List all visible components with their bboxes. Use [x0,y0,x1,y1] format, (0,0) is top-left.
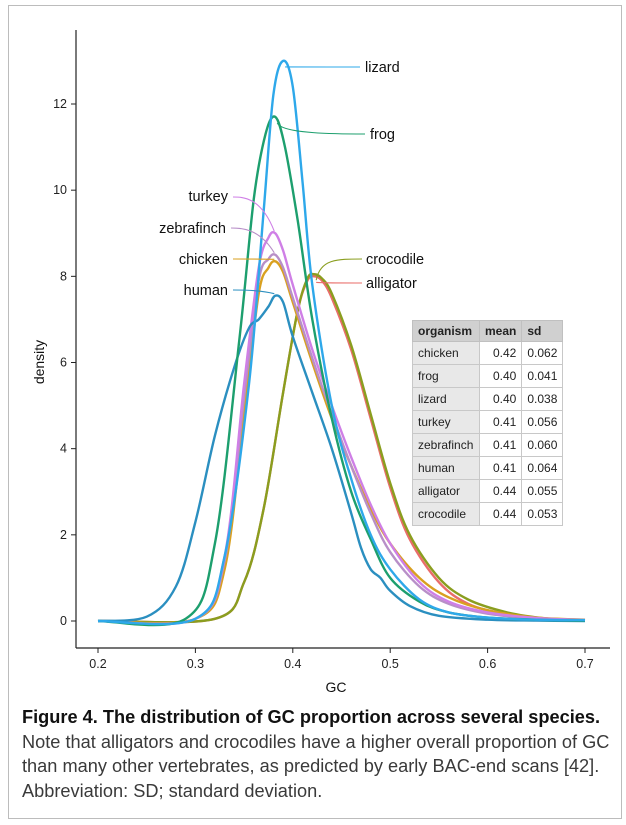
x-tick-label: 0.6 [479,657,496,671]
label-alligator: alligator [366,276,417,292]
mean-cell: 0.40 [478,387,523,411]
table-row: human 0.41 0.064 [412,456,564,480]
sd-cell: 0.056 [521,410,564,434]
x-tick-label: 0.2 [89,657,106,671]
organism-cell: lizard [412,387,480,411]
x-axis-title: GC [326,679,347,695]
label-zebrafinch: zebrafinch [159,221,226,237]
sd-cell: 0.064 [521,456,564,480]
x-tick-label: 0.3 [187,657,204,671]
sd-cell: 0.041 [521,364,564,388]
column-header-sd: sd [521,320,564,342]
y-tick-label: 0 [60,614,67,628]
curve-lizard [97,59,586,626]
y-tick-label: 12 [53,97,67,111]
figure-title: Figure 4. The distribution of GC proport… [22,707,601,727]
statistics-table: organism mean sd chicken 0.42 0.062 frog 0.4… [412,320,564,526]
x-tick-label: 0.7 [576,657,593,671]
mean-cell: 0.40 [478,364,523,388]
label-turkey: turkey [189,189,229,205]
table-body: chicken 0.42 0.062 frog 0.40 0.041 lizard 0.40 0… [412,341,564,526]
chart-axes: 0.2 0.3 0.4 0.5 0.6 0.7 0 2 4 6 8 10 12 [53,30,610,671]
leader-line-crocodile [315,258,363,281]
mean-cell: 0.44 [478,479,523,503]
figure-caption: Figure 4. The distribution of GC proport… [22,705,612,803]
density-curves [97,59,586,627]
y-tick-label: 2 [60,528,67,542]
mean-cell: 0.42 [478,341,523,365]
y-tick-label: 10 [53,183,67,197]
y-tick-label: 4 [60,442,67,456]
leader-line-human [232,289,275,295]
organism-cell: human [412,456,480,480]
table-row: turkey 0.41 0.056 [412,410,564,434]
curve-turkey [97,230,586,626]
table-header-row: organism mean sd [412,320,564,342]
column-header-organism: organism [412,320,480,342]
table-row: zebrafinch 0.41 0.060 [412,433,564,457]
table-row: crocodile 0.44 0.053 [412,502,564,526]
organism-cell: alligator [412,479,480,503]
curve-labels: lizard frog turkey zebrafinch chicken human cr… [159,60,424,299]
organism-cell: crocodile [412,502,480,526]
sd-cell: 0.038 [521,387,564,411]
figure-caption-text: Note that alligators and crocodiles have… [22,731,610,801]
x-tick-label: 0.5 [382,657,399,671]
label-chicken: chicken [179,252,228,268]
table-row: chicken 0.42 0.062 [412,341,564,365]
label-frog: frog [370,127,395,143]
mean-cell: 0.41 [478,456,523,480]
table-row: lizard 0.40 0.038 [412,387,564,411]
leader-line-frog [276,122,366,135]
label-crocodile: crocodile [366,252,424,268]
sd-cell: 0.053 [521,502,564,526]
organism-cell: chicken [412,341,480,365]
leader-line-turkey [232,196,275,232]
curve-human [97,294,586,623]
sd-cell: 0.060 [521,433,564,457]
column-header-mean: mean [478,320,523,342]
table-row: alligator 0.44 0.055 [412,479,564,503]
label-human: human [184,283,228,299]
leader-line-zebrafinch [230,227,275,254]
curve-crocodile [97,272,586,624]
mean-cell: 0.41 [478,410,523,434]
sd-cell: 0.055 [521,479,564,503]
y-tick-label: 6 [60,356,67,370]
mean-cell: 0.41 [478,433,523,457]
organism-cell: frog [412,364,480,388]
table-row: frog 0.40 0.041 [412,364,564,388]
mean-cell: 0.44 [478,502,523,526]
y-tick-label: 8 [60,269,67,283]
x-tick-label: 0.4 [284,657,301,671]
label-lizard: lizard [365,60,400,76]
leader-line-alligator [316,281,363,284]
organism-cell: turkey [412,410,480,434]
figure-frame [8,5,622,819]
sd-cell: 0.062 [521,341,564,365]
y-axis-title: density [31,340,47,384]
organism-cell: zebrafinch [412,433,480,457]
